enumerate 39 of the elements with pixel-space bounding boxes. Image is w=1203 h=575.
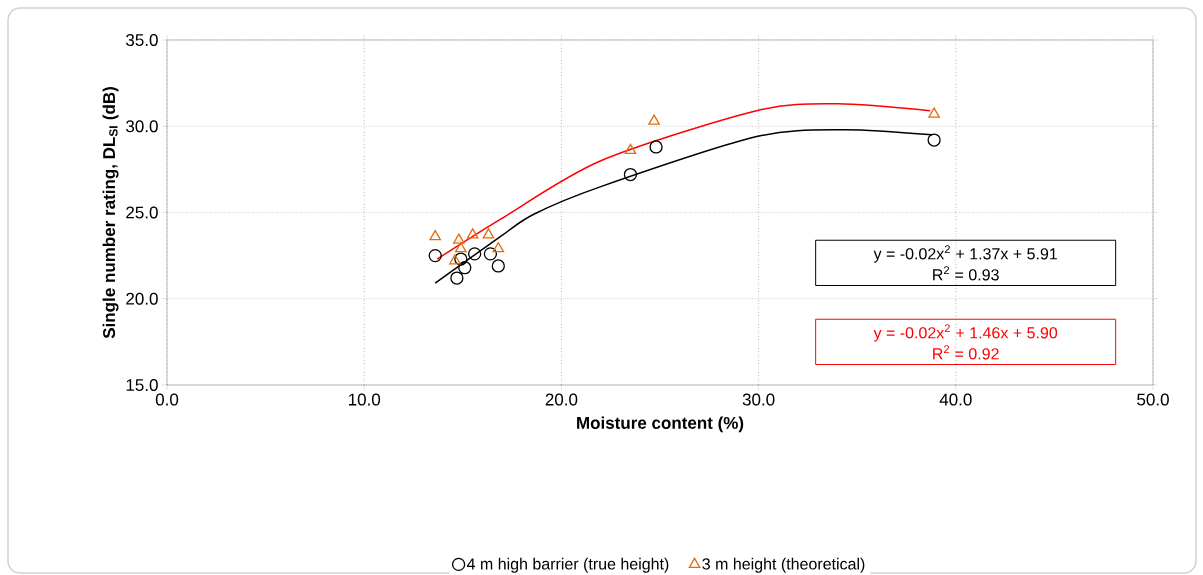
point xyxy=(453,233,465,244)
annotation: R$^{2}$ = 0.92 xyxy=(933,345,999,360)
point xyxy=(648,114,660,125)
point xyxy=(483,247,498,261)
annotation: y = -0.02x$^{2}$ + 1.37x + 5.91 xyxy=(873,245,1057,263)
y-tick-label: 15.0 xyxy=(126,378,158,392)
x-tick-label: 20.0 xyxy=(545,393,578,406)
point xyxy=(623,167,638,182)
point xyxy=(466,228,479,239)
point xyxy=(649,140,663,154)
y-tick-label: 25.0 xyxy=(126,206,158,219)
y-tick-label: 20.0 xyxy=(126,292,158,305)
annotation: y = -0.02x$^{2}$ + 1.46x + 5.90 xyxy=(873,324,1058,342)
point xyxy=(454,242,467,253)
x-tick-label: 10.0 xyxy=(348,393,381,406)
legend-label: 3 m height (theoretical) xyxy=(702,557,865,573)
point xyxy=(927,133,941,147)
point xyxy=(429,229,442,241)
x-tick-label: 30.0 xyxy=(742,393,775,406)
x-tick-label: 50.0 xyxy=(1137,393,1169,406)
point xyxy=(624,143,637,155)
point xyxy=(450,271,464,285)
x-tick-label: 40.0 xyxy=(939,393,972,406)
point xyxy=(492,242,505,253)
y-axis-title: Single number rating, DL$_{SI}$ (dB) xyxy=(102,87,119,339)
x-axis-title: Moisture content (%) xyxy=(577,416,744,433)
y-tick-label: 30.0 xyxy=(126,120,158,133)
point xyxy=(928,107,940,118)
legend-label: 4 m high barrier (true height) xyxy=(466,557,669,573)
point xyxy=(458,261,472,275)
y-tick-label: 35.0 xyxy=(126,33,158,47)
point xyxy=(467,247,482,261)
annotation: R$^{2}$ = 0.93 xyxy=(933,266,999,281)
point xyxy=(491,259,505,273)
point xyxy=(454,252,468,266)
x-tick-label: 0.0 xyxy=(155,393,179,406)
point xyxy=(428,248,442,263)
point xyxy=(449,254,461,265)
point xyxy=(482,228,495,239)
